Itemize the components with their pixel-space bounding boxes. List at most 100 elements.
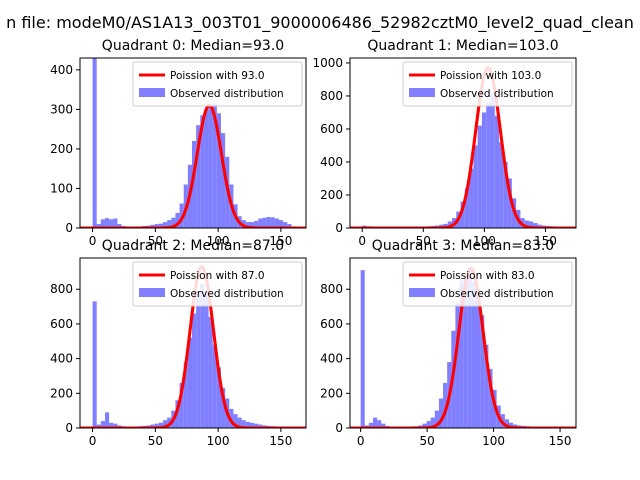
hist-bar (109, 422, 114, 428)
hist-bar (381, 423, 386, 428)
hist-bar (191, 141, 197, 228)
hist-bar (200, 115, 205, 228)
hist-bar (113, 423, 118, 428)
y-tick-label: 400 (50, 63, 73, 77)
y-tick-label: 800 (320, 282, 343, 296)
hist-bar (469, 168, 474, 228)
hist-bar (216, 367, 221, 428)
hist-bar (270, 217, 275, 228)
legend-box (402, 61, 573, 107)
hist-bar (266, 216, 271, 228)
hist-bar (426, 421, 431, 428)
axes-frame (349, 257, 577, 429)
hist-bar (204, 109, 209, 228)
hist-bar (455, 303, 460, 428)
legend-hist-swatch (139, 88, 165, 97)
hist-bar (158, 422, 163, 428)
axes-frame (79, 257, 307, 429)
hist-bar (245, 421, 251, 428)
legend: Poission with 87.0 Observed distribution (132, 261, 303, 307)
panel-title: Quadrant 1: Median=103.0 (367, 38, 558, 54)
hist-bar (533, 223, 538, 228)
hist-bar (513, 424, 518, 428)
hist-bar (100, 219, 105, 228)
hist-bar (113, 218, 118, 228)
hist-bar (503, 161, 508, 228)
legend-fit-label: Poission with 103.0 (440, 70, 541, 82)
hist-bar (104, 412, 110, 428)
hist-bar (158, 223, 163, 228)
hist-bar (96, 224, 101, 228)
hist-bar (287, 224, 292, 228)
hist-bar (463, 278, 468, 428)
x-tick-label: 100 (482, 434, 505, 448)
hist-bar (245, 222, 251, 228)
hist-bar (196, 125, 201, 228)
hist-bar (471, 282, 477, 428)
hist-bar (220, 133, 226, 228)
hist-bar (473, 145, 478, 228)
hist-bar (162, 420, 168, 428)
hist-bar (220, 388, 226, 428)
x-tick-label: 0 (89, 434, 97, 448)
hist-bar (480, 315, 485, 428)
legend-box (402, 261, 573, 307)
hist-bar (508, 422, 514, 428)
hist-bar (430, 417, 435, 428)
hist-bar (254, 220, 259, 228)
hist-bar (191, 313, 197, 428)
legend-box (132, 61, 303, 107)
x-tick-label: 100 (207, 234, 230, 248)
hist-bar (241, 420, 246, 428)
y-tick-label: 600 (320, 122, 343, 136)
y-tick-label: 600 (320, 317, 343, 331)
y-tick-label: 300 (50, 102, 73, 116)
hist-bar (204, 292, 209, 428)
y-tick-label: 200 (50, 142, 73, 156)
hist-bar (499, 142, 504, 228)
x-tick-label: 0 (89, 234, 97, 248)
y-tick-label: 400 (320, 155, 343, 169)
y-tick-label: 200 (320, 386, 343, 400)
hist-bar (274, 218, 280, 228)
legend-hist-label: Observed distribution (170, 288, 284, 300)
y-tick-label: 0 (335, 421, 343, 435)
hist-bar (484, 344, 489, 428)
hist-bar (208, 105, 213, 228)
panel-2: 0 50 100 150 0 200 400 600 800 Quadrant 2: Median… (50, 238, 307, 448)
y-tick-label: 0 (335, 221, 343, 235)
panel-0: 0 50 100 150 0 100 200 300 400 Quadrant 0: Median… (50, 38, 307, 248)
hist-bar (372, 417, 378, 428)
x-tick-label: 0 (358, 234, 366, 248)
hist-bar (368, 422, 373, 428)
panel-title: Quadrant 3: Median=83.0 (372, 238, 554, 254)
legend-hist-swatch (139, 288, 165, 297)
hist-bar (212, 344, 217, 428)
hist-bar (422, 423, 427, 428)
hist-bar (216, 113, 221, 228)
hist-bar (96, 424, 101, 428)
panel-1: 0 50 100 150 0 200 400 600 800 1000 Quadrant 1: Me… (312, 38, 577, 248)
legend-hist-label: Observed distribution (440, 88, 554, 100)
legend-fit-label: Poission with 83.0 (440, 270, 535, 282)
hist-bar (438, 398, 444, 428)
y-tick-label: 0 (65, 221, 73, 235)
panels-container: 0 50 100 150 0 100 200 300 400 Quadrant 0: Median… (50, 38, 577, 448)
hist-bar (494, 115, 500, 228)
hist-bar (476, 289, 481, 428)
fit-curve (80, 103, 306, 228)
hist-bar (507, 178, 512, 228)
hist-bar (524, 220, 529, 228)
hist-bar (150, 224, 155, 228)
y-tick-label: 800 (320, 89, 343, 103)
y-tick-label: 400 (320, 352, 343, 366)
hist-bar (250, 422, 255, 428)
hist-bar (254, 423, 259, 428)
hist-bar (486, 102, 491, 228)
hist-bar (200, 284, 205, 428)
y-tick-label: 200 (320, 188, 343, 202)
x-tick-label: 0 (357, 434, 365, 448)
y-tick-label: 200 (50, 386, 73, 400)
hist-bar (360, 270, 365, 428)
panel-plot-area (80, 58, 306, 228)
